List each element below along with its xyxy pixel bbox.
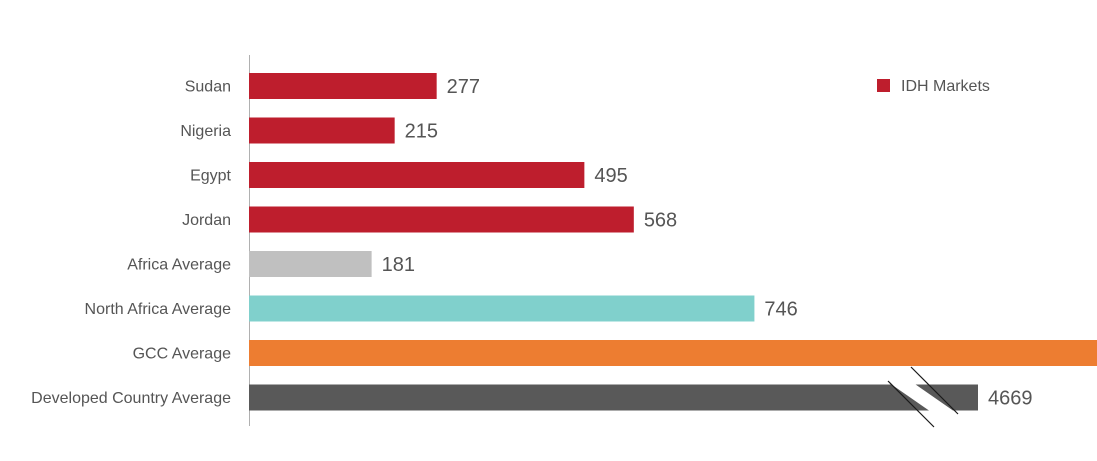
axis-break-marker [887,366,959,428]
value-label-africa-average: 181 [382,254,415,276]
axis-break-gap [888,382,958,414]
axis-break-slash [887,380,935,428]
value-label-north-africa-average: 746 [764,299,797,321]
value-label-nigeria: 215 [405,121,438,143]
value-label-jordan: 568 [644,210,677,232]
bar-africa-average [249,251,372,277]
bar-north-africa-average [249,295,755,322]
value-label-sudan: 277 [447,76,480,98]
bar-nigeria [249,117,395,144]
category-label-nigeria: Nigeria [180,123,231,140]
category-label-sudan: Sudan [185,79,231,96]
value-label-egypt: 495 [594,165,627,187]
bar-developed-country-average [249,384,978,411]
category-label-jordan: Jordan [182,212,231,229]
bars-group: Sudan 277 Nigeria 215 Egypt 495 Jordan 568 Afric… [31,73,1097,428]
axis-break-slash [910,366,959,415]
value-label-developed-country-average: 4669 [988,388,1033,410]
category-label-north-africa-average: North Africa Average [85,301,232,318]
category-label-egypt: Egypt [190,168,231,185]
legend: IDH Markets [877,78,990,95]
category-label-developed-country-average: Developed Country Average [31,390,231,407]
category-label-gcc-average: GCC Average [133,346,232,363]
bar-gcc-average [249,340,1097,366]
legend-label: IDH Markets [901,78,990,95]
bar-jordan [249,206,634,233]
category-label-africa-average: Africa Average [127,257,231,274]
bar-egypt [249,162,585,188]
bar-sudan [249,73,437,99]
legend-swatch [877,79,890,92]
